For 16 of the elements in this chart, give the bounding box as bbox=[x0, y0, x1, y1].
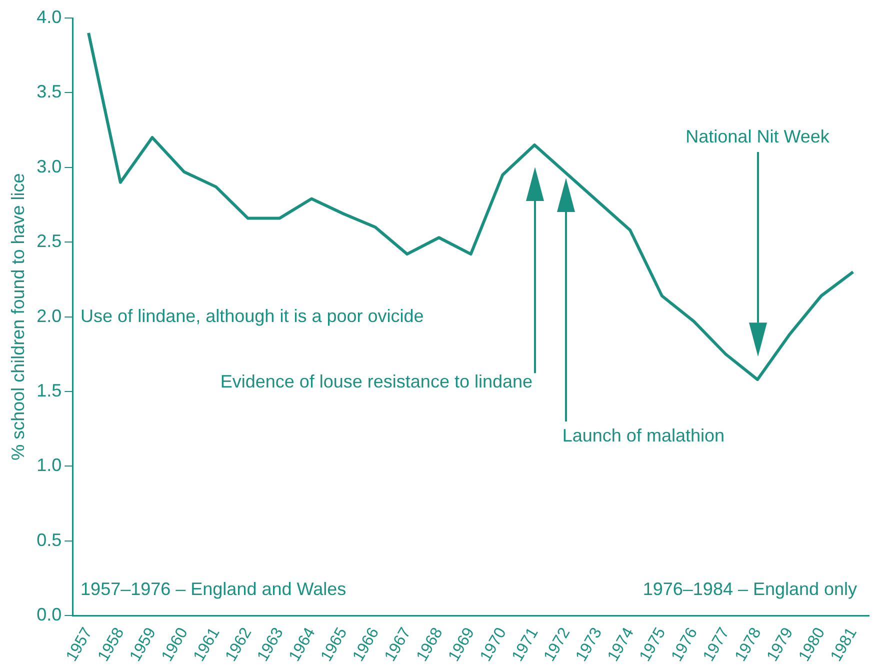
annotation: Use of lindane, although it is a poor ovicide bbox=[80, 306, 424, 326]
y-tick-label: 3.5 bbox=[36, 82, 62, 102]
annotation: 1976–1984 – England only bbox=[642, 579, 858, 600]
y-tick-label: 4.0 bbox=[36, 6, 62, 27]
y-tick-label: 0.0 bbox=[36, 604, 62, 625]
y-tick-label: 3.0 bbox=[36, 156, 62, 176]
annotation: Evidence of louse resistance to lindane bbox=[220, 371, 533, 392]
annotation: Launch of malathion bbox=[562, 425, 724, 446]
y-tick-label: 1.0 bbox=[36, 455, 62, 476]
y-tick-label: 1.5 bbox=[36, 380, 62, 400]
y-tick-label: 2.5 bbox=[36, 231, 62, 252]
annotation: National Nit Week bbox=[686, 126, 830, 146]
annotation: 1957–1976 – England and Wales bbox=[80, 579, 346, 600]
y-tick-label: 2.0 bbox=[36, 306, 62, 326]
y-axis-title: % school children found to have lice bbox=[8, 173, 28, 460]
y-tick-label: 0.5 bbox=[36, 530, 62, 550]
